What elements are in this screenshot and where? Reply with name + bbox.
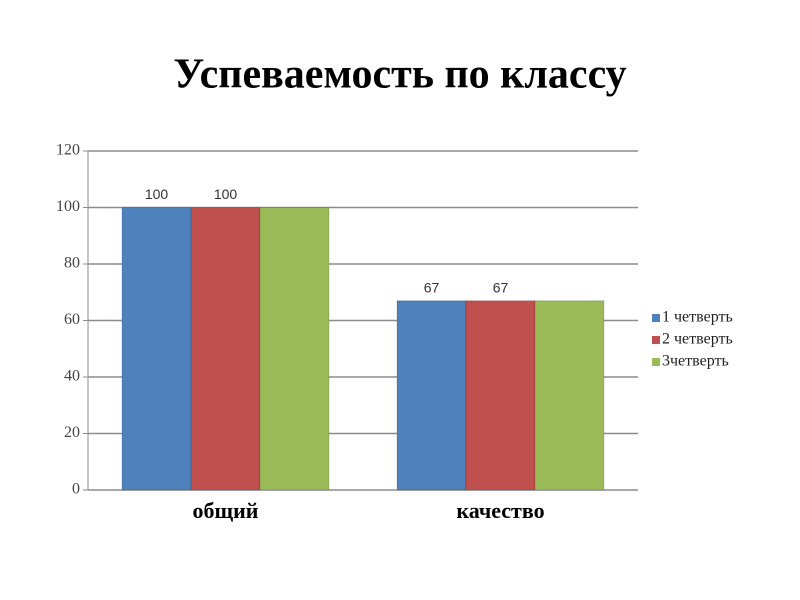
bar (396, 300, 467, 491)
bar (465, 300, 536, 491)
y-tick-label: 20 (64, 424, 80, 441)
x-tick-label: качество (456, 498, 544, 523)
data-label: 67 (424, 279, 440, 295)
legend-swatch (652, 358, 660, 366)
y-tick-label: 0 (72, 481, 80, 498)
bar (121, 207, 192, 491)
y-tick-label: 60 (64, 311, 80, 328)
data-label: 100 (145, 186, 169, 202)
bar (190, 207, 261, 491)
legend-swatch (652, 314, 660, 322)
data-label: 100 (214, 186, 238, 202)
bar (259, 207, 330, 491)
chart-title: Успеваемость по классу (173, 52, 626, 98)
data-label: 67 (493, 279, 509, 295)
y-tick-label: 100 (56, 198, 80, 215)
y-tick-label: 80 (64, 255, 80, 272)
legend-label: 2 четверть (662, 331, 733, 348)
y-tick-label: 120 (56, 142, 80, 159)
bar (534, 300, 605, 491)
legend-swatch (652, 336, 660, 344)
y-tick-label: 40 (64, 368, 80, 385)
legend-label: 1 четверть (662, 309, 733, 326)
x-tick-label: общий (193, 498, 259, 523)
legend-label: 3четверть (662, 353, 729, 370)
